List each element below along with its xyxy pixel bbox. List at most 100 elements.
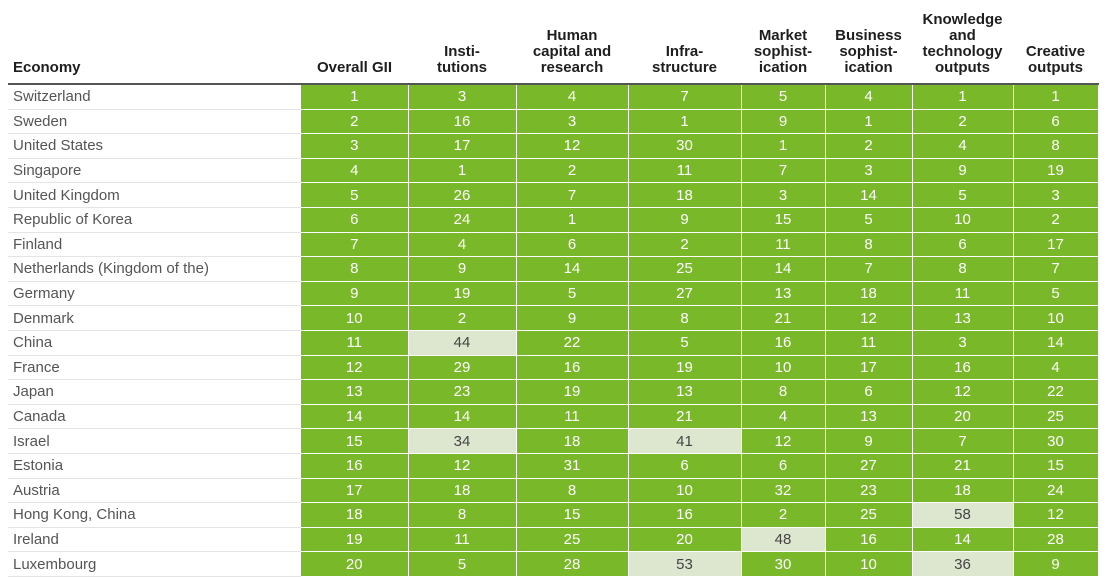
header-business-sophistication: Business sophist- ication — [825, 0, 912, 85]
rank-cell-knowledge-outputs: 1 — [912, 84, 1014, 110]
economy-name: Austria — [8, 478, 301, 504]
header-row: Economy Overall GII Insti- tutions Human… — [8, 0, 1098, 85]
rank-cell-business-sophistication: 5 — [825, 207, 913, 233]
rank-cell-infrastructure: 10 — [628, 478, 742, 504]
rank-cell-infrastructure: 5 — [628, 330, 742, 356]
rank-cell-infrastructure: 19 — [628, 355, 742, 381]
rank-cell-infrastructure: 1 — [628, 109, 742, 135]
rank-cell-creative-outputs: 14 — [1013, 330, 1099, 356]
economy-name: Ireland — [8, 527, 301, 553]
rank-cell-market-sophistication: 7 — [741, 158, 826, 184]
rank-cell-knowledge-outputs: 12 — [912, 379, 1014, 405]
rank-cell-business-sophistication: 14 — [825, 182, 913, 208]
economy-name: Hong Kong, China — [8, 502, 301, 528]
rank-cell-institutions: 9 — [408, 256, 517, 282]
rank-cell-human-capital: 2 — [516, 158, 629, 184]
rank-cell-creative-outputs: 7 — [1013, 256, 1099, 282]
rank-cell-market-sophistication: 9 — [741, 109, 826, 135]
rank-cell-infrastructure: 18 — [628, 182, 742, 208]
rank-cell-institutions: 11 — [408, 527, 517, 553]
rank-cell-overall-gii: 3 — [301, 133, 409, 159]
header-economy: Economy — [8, 0, 301, 85]
economy-name: United Kingdom — [8, 182, 301, 208]
rank-cell-human-capital: 28 — [516, 551, 629, 577]
rank-cell-creative-outputs: 22 — [1013, 379, 1099, 405]
table-row: Luxembourg 20 5 28 53 30 10 36 9 — [8, 551, 1099, 577]
rank-cell-knowledge-outputs: 21 — [912, 453, 1014, 479]
rank-cell-business-sophistication: 2 — [825, 133, 913, 159]
rank-cell-creative-outputs: 12 — [1013, 502, 1099, 528]
rank-cell-knowledge-outputs: 9 — [912, 158, 1014, 184]
rank-cell-market-sophistication: 6 — [741, 453, 826, 479]
rank-cell-infrastructure: 6 — [628, 453, 742, 479]
rank-cell-market-sophistication: 32 — [741, 478, 826, 504]
table-row: Netherlands (Kingdom of the) 8 9 14 25 14 7 8 7 — [8, 256, 1099, 282]
rank-cell-institutions: 17 — [408, 133, 517, 159]
economy-name: Republic of Korea — [8, 207, 301, 233]
rank-cell-institutions: 5 — [408, 551, 517, 577]
rank-cell-overall-gii: 20 — [301, 551, 409, 577]
rank-cell-business-sophistication: 25 — [825, 502, 913, 528]
rank-cell-knowledge-outputs: 10 — [912, 207, 1014, 233]
economy-name: Japan — [8, 379, 301, 405]
rank-cell-infrastructure: 16 — [628, 502, 742, 528]
rank-cell-business-sophistication: 27 — [825, 453, 913, 479]
economy-name: Luxembourg — [8, 551, 301, 577]
rank-cell-overall-gii: 4 — [301, 158, 409, 184]
rank-cell-overall-gii: 19 — [301, 527, 409, 553]
rank-cell-knowledge-outputs: 58 — [912, 502, 1014, 528]
header-knowledge-and-technology-outputs: Knowledge and technology outputs — [912, 0, 1013, 85]
rank-cell-infrastructure: 9 — [628, 207, 742, 233]
rank-cell-institutions: 2 — [408, 305, 517, 331]
economy-name: France — [8, 355, 301, 381]
rank-cell-infrastructure: 21 — [628, 404, 742, 430]
rank-cell-market-sophistication: 12 — [741, 428, 826, 454]
rank-cell-overall-gii: 9 — [301, 281, 409, 307]
table-row: China 11 44 22 5 16 11 3 14 — [8, 330, 1099, 356]
rank-cell-human-capital: 18 — [516, 428, 629, 454]
rank-cell-business-sophistication: 6 — [825, 379, 913, 405]
table-row: Japan 13 23 19 13 8 6 12 22 — [8, 379, 1099, 405]
rank-cell-institutions: 18 — [408, 478, 517, 504]
table-body: Switzerland 1 3 4 7 5 4 1 1 Sweden 2 16 3 1 9 1 2 6 United… — [8, 84, 1099, 577]
rank-cell-human-capital: 7 — [516, 182, 629, 208]
rank-cell-human-capital: 6 — [516, 232, 629, 258]
rank-cell-human-capital: 15 — [516, 502, 629, 528]
rank-cell-overall-gii: 8 — [301, 256, 409, 282]
rank-cell-overall-gii: 5 — [301, 182, 409, 208]
rank-cell-human-capital: 25 — [516, 527, 629, 553]
rank-cell-market-sophistication: 21 — [741, 305, 826, 331]
rank-cell-creative-outputs: 30 — [1013, 428, 1099, 454]
rank-cell-knowledge-outputs: 13 — [912, 305, 1014, 331]
rank-cell-overall-gii: 7 — [301, 232, 409, 258]
rank-cell-knowledge-outputs: 11 — [912, 281, 1014, 307]
table-row: Austria 17 18 8 10 32 23 18 24 — [8, 478, 1099, 504]
table-row: Finland 7 4 6 2 11 8 6 17 — [8, 232, 1099, 258]
rank-cell-business-sophistication: 4 — [825, 84, 913, 110]
rank-cell-infrastructure: 41 — [628, 428, 742, 454]
rank-cell-institutions: 44 — [408, 330, 517, 356]
rank-cell-infrastructure: 27 — [628, 281, 742, 307]
rank-cell-creative-outputs: 15 — [1013, 453, 1099, 479]
table-row: Canada 14 14 11 21 4 13 20 25 — [8, 404, 1099, 430]
economy-name: Netherlands (Kingdom of the) — [8, 256, 301, 282]
rank-cell-institutions: 26 — [408, 182, 517, 208]
rank-cell-business-sophistication: 3 — [825, 158, 913, 184]
rank-cell-knowledge-outputs: 14 — [912, 527, 1014, 553]
rank-cell-human-capital: 12 — [516, 133, 629, 159]
rank-cell-human-capital: 22 — [516, 330, 629, 356]
rank-cell-human-capital: 5 — [516, 281, 629, 307]
rank-cell-creative-outputs: 1 — [1013, 84, 1099, 110]
rank-cell-infrastructure: 11 — [628, 158, 742, 184]
rank-cell-creative-outputs: 5 — [1013, 281, 1099, 307]
rank-cell-overall-gii: 6 — [301, 207, 409, 233]
rank-cell-institutions: 14 — [408, 404, 517, 430]
rank-cell-knowledge-outputs: 7 — [912, 428, 1014, 454]
rank-cell-market-sophistication: 30 — [741, 551, 826, 577]
rank-cell-overall-gii: 15 — [301, 428, 409, 454]
table-row: United States 3 17 12 30 1 2 4 8 — [8, 133, 1099, 159]
rank-cell-knowledge-outputs: 6 — [912, 232, 1014, 258]
rank-cell-business-sophistication: 13 — [825, 404, 913, 430]
rank-cell-institutions: 12 — [408, 453, 517, 479]
rank-cell-overall-gii: 1 — [301, 84, 409, 110]
